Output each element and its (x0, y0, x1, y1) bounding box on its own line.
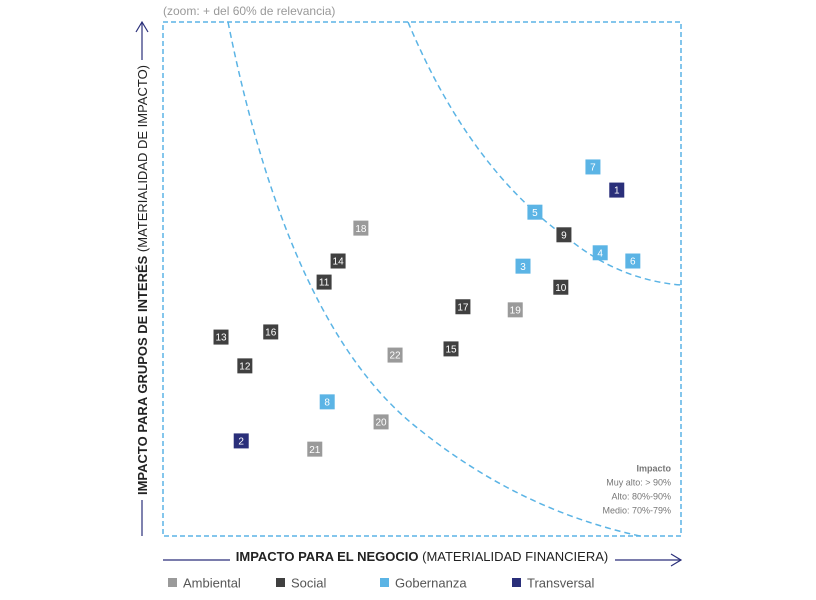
y-axis-title: IMPACTO PARA GRUPOS DE INTERÉS (MATERIAL… (135, 65, 150, 495)
point-label: 5 (532, 208, 538, 219)
point (263, 324, 279, 340)
threshold-curve-outer (407, 21, 682, 286)
point-label: 20 (376, 418, 388, 429)
point (319, 394, 335, 410)
point-label: 14 (333, 257, 345, 268)
point (316, 274, 332, 290)
point (213, 329, 229, 345)
point (553, 279, 569, 295)
threshold-curve-inner (227, 21, 641, 537)
point-label: 15 (445, 345, 457, 356)
point-label: 18 (355, 224, 367, 235)
point (527, 204, 543, 220)
point-label: 2 (238, 437, 244, 448)
point (373, 414, 389, 430)
point-label: 13 (215, 333, 227, 344)
point (507, 302, 523, 318)
point-label: 10 (555, 283, 567, 294)
legend-swatch (276, 578, 285, 587)
point (556, 227, 572, 243)
legend-label: Social (291, 575, 327, 590)
point (307, 441, 323, 457)
impact-legend-item: Muy alto: > 90% (606, 477, 671, 487)
impact-legend-item: Alto: 80%-90% (611, 491, 671, 501)
y-axis-arrow (135, 20, 149, 536)
point-label: 7 (590, 163, 596, 174)
impact-legend: Impacto Muy alto: > 90% Alto: 80%-90% Me… (602, 463, 671, 515)
point (455, 299, 471, 315)
point-label: 21 (309, 445, 321, 456)
point-label: 1 (614, 186, 620, 197)
point (585, 159, 601, 175)
point-label: 19 (510, 305, 522, 316)
subtitle: (zoom: + del 60% de relevancia) (163, 4, 335, 18)
legend-label: Ambiental (183, 575, 241, 590)
legend-swatch (512, 578, 521, 587)
impact-legend-title: Impacto (636, 463, 671, 473)
point-label: 16 (265, 328, 277, 339)
point (237, 358, 253, 374)
y-axis-label: IMPACTO PARA GRUPOS DE INTERÉS (135, 255, 150, 495)
point-label: 17 (457, 302, 469, 313)
point (625, 253, 641, 269)
legend-swatch (380, 578, 389, 587)
point-label: 6 (630, 257, 636, 268)
point-label: 9 (561, 230, 567, 241)
point-label: 22 (390, 351, 402, 362)
point-label: 3 (520, 262, 526, 273)
impact-legend-item: Medio: 70%-79% (602, 505, 671, 515)
x-axis-label: IMPACTO PARA EL NEGOCIO (236, 549, 419, 564)
point (443, 341, 459, 357)
x-axis-arrow (163, 553, 683, 567)
point (353, 220, 369, 236)
point-label: 8 (324, 397, 330, 408)
legend-label: Gobernanza (395, 575, 467, 590)
point-label: 12 (239, 362, 251, 373)
x-axis-label-note: (MATERIALIDAD FINANCIERA) (422, 549, 608, 564)
point (387, 347, 403, 363)
legend-swatch (168, 578, 177, 587)
y-axis-label-note: (MATERIALIDAD DE IMPACTO) (135, 65, 150, 252)
point-label: 11 (319, 278, 330, 289)
point (233, 433, 249, 449)
x-axis-title: IMPACTO PARA EL NEGOCIO (MATERIALIDAD FI… (236, 549, 608, 564)
plot-frame (162, 21, 682, 537)
point-label: 4 (597, 248, 603, 259)
point (515, 258, 531, 274)
point (330, 253, 346, 269)
legend-label: Transversal (527, 575, 595, 590)
point (609, 182, 625, 198)
point (592, 245, 608, 261)
